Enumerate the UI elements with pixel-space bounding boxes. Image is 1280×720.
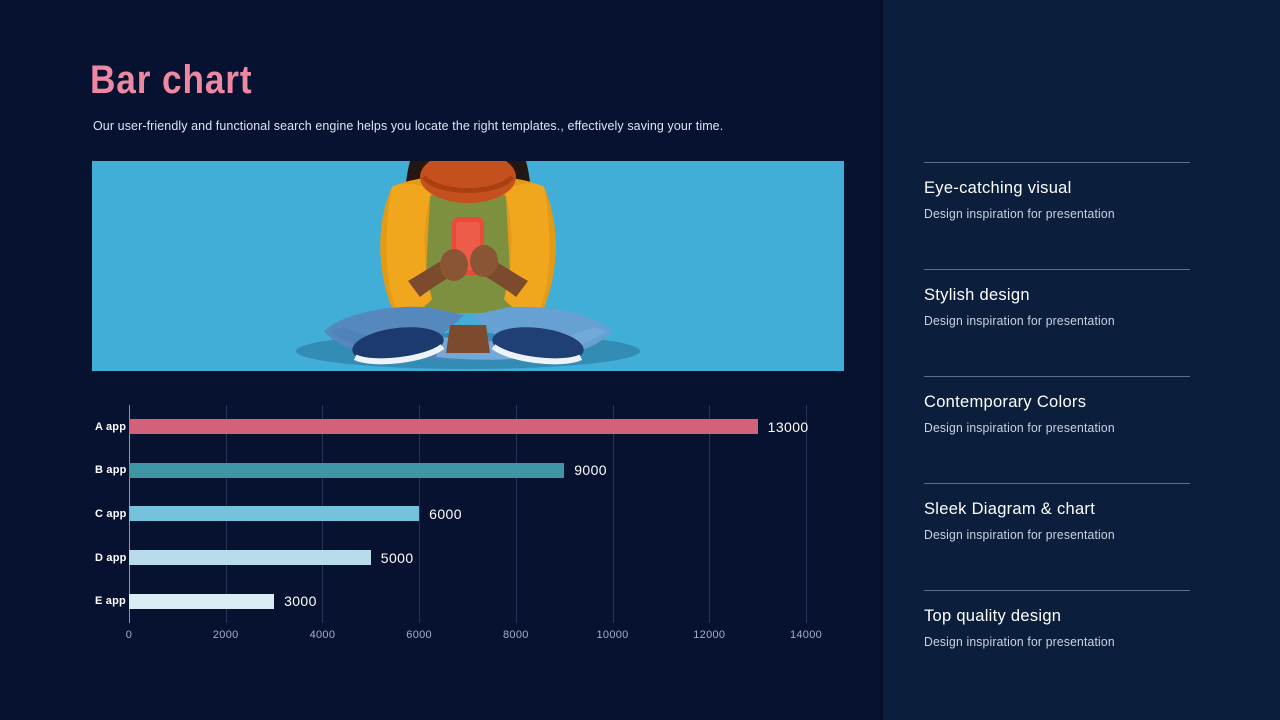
x-tick-label: 2000: [212, 629, 239, 641]
chart-x-axis: 0 2000 4000 6000 8000 10000 12000 14000: [125, 629, 822, 645]
bar: [129, 462, 565, 478]
bar-value-label: 6000: [429, 505, 462, 522]
gridline: [419, 405, 421, 623]
bar-value-label: 13000: [767, 418, 809, 435]
bar: [129, 419, 758, 435]
list-item-subtitle: Design inspiration for presentation: [924, 207, 1115, 221]
shoe-right: [491, 327, 584, 365]
ankle: [446, 325, 490, 353]
scarf: [420, 161, 516, 203]
gridline: [709, 405, 711, 623]
bar-row: D app 5000: [95, 536, 806, 580]
list-item-subtitle: Design inspiration for presentation: [924, 421, 1115, 435]
bar-row: E app 3000: [95, 579, 806, 623]
bar-row: C app 6000: [95, 492, 806, 536]
list-item-title: Contemporary Colors: [924, 392, 1087, 411]
list-item-title: Top quality design: [924, 606, 1062, 625]
list-item: Contemporary Colors Design inspiration f…: [924, 376, 1190, 435]
bar-category-label: C app: [95, 507, 127, 520]
x-tick-label: 4000: [309, 629, 336, 641]
x-tick-label: 10000: [596, 629, 629, 641]
list-item-title: Stylish design: [924, 285, 1030, 304]
right-panel: [880, 0, 1280, 720]
page-title: Bar chart: [90, 58, 253, 102]
bar-value-label: 9000: [574, 462, 607, 479]
person-photo: [92, 161, 844, 371]
list-item: Sleek Diagram & chart Design inspiration…: [924, 483, 1190, 542]
x-tick-label: 8000: [503, 629, 529, 641]
bar: [129, 506, 420, 522]
bar-category-label: D app: [95, 551, 127, 564]
bar-category-label: A app: [95, 420, 127, 433]
hand-left: [440, 249, 468, 281]
x-tick-label: 14000: [789, 629, 823, 641]
bar-category-label: E app: [95, 595, 126, 608]
list-item-subtitle: Design inspiration for presentation: [924, 528, 1115, 542]
list-item-title: Eye-catching visual: [924, 178, 1072, 197]
bar-value-label: 5000: [380, 549, 414, 566]
list-item: Eye-catching visual Design inspiration f…: [924, 162, 1190, 221]
bar-row: A app 13000: [95, 405, 809, 449]
list-item: Top quality design Design inspiration fo…: [924, 590, 1190, 649]
list-item-subtitle: Design inspiration for presentation: [924, 314, 1115, 328]
person-photo-illustration: [92, 161, 844, 371]
bar: [129, 593, 275, 609]
bar-category-label: B app: [95, 464, 127, 477]
hand-right: [470, 245, 498, 277]
gridline: [515, 405, 517, 623]
list-item: Stylish design Design inspiration for pr…: [924, 269, 1190, 328]
x-tick-label: 0: [125, 629, 133, 641]
x-tick-label: 12000: [693, 629, 726, 641]
sidebar-list: Eye-catching visual Design inspiration f…: [924, 0, 1190, 720]
bar: [129, 550, 371, 566]
list-item-subtitle: Design inspiration for presentation: [924, 635, 1115, 649]
gridline: [612, 405, 614, 623]
bar-chart: A app 13000 B app 9000 C app 6000 D app …: [92, 405, 852, 655]
bar-row: B app 9000: [95, 449, 806, 493]
list-item-title: Sleek Diagram & chart: [924, 499, 1096, 518]
chart-plot: A app 13000 B app 9000 C app 6000 D app …: [95, 405, 809, 623]
x-tick-label: 6000: [406, 629, 432, 641]
page-subtitle: Our user-friendly and functional search …: [93, 118, 724, 133]
gridline: [806, 405, 807, 623]
bar-value-label: 3000: [284, 593, 317, 610]
shoe-left: [352, 327, 445, 365]
